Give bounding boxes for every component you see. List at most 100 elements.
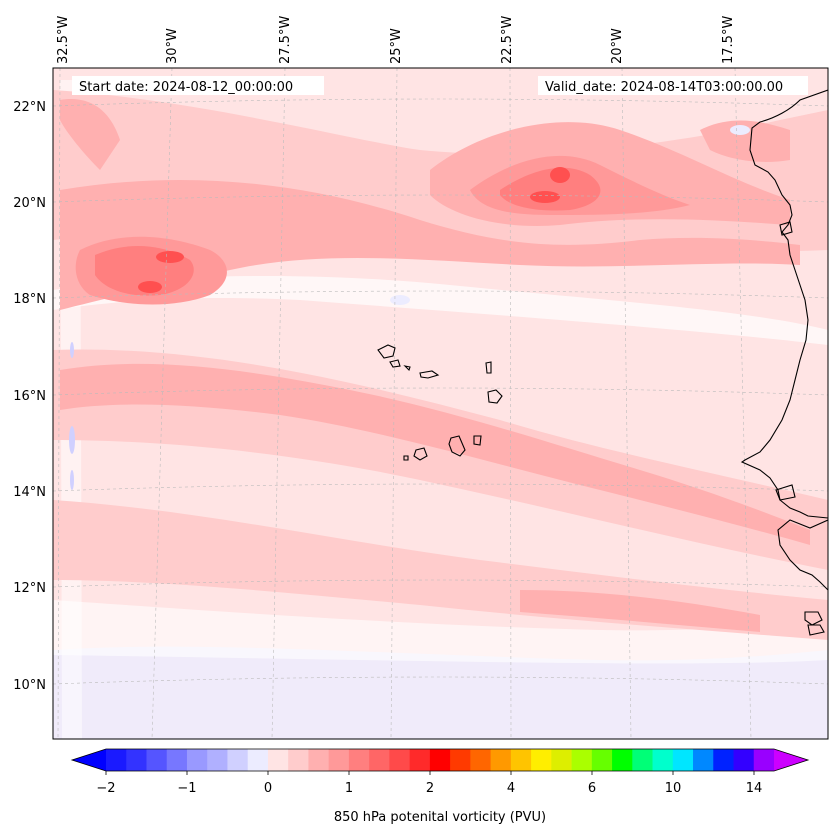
colorbar-segment — [510, 749, 532, 771]
colorbar-segment — [551, 749, 572, 771]
field-neg-blob-5 — [730, 125, 750, 135]
field-medium-ne-blob — [700, 120, 790, 162]
colorbar-segment — [166, 749, 188, 771]
colorbar-segment — [612, 749, 633, 771]
start-date-label: Start date: 2024-08-12_00:00:00 — [79, 80, 293, 95]
colorbar-segment — [632, 749, 653, 771]
colorbar-tick-label: −2 — [96, 781, 115, 796]
island-santiago — [448, 435, 466, 457]
valid-date-label: Valid_date: 2024-08-14T03:00:00.00 — [545, 80, 783, 95]
field-medium-north — [60, 180, 800, 310]
graticule — [53, 68, 828, 739]
colorbar-segment — [571, 749, 593, 771]
lon-label: 32.5°W — [56, 16, 71, 64]
lon-labels: 32.5°W 30°W 27.5°W 25°W 22.5°W 20°W 17.5… — [56, 16, 736, 64]
island-santa-luzia — [403, 365, 411, 372]
gridline-lon-1 — [57, 68, 61, 739]
lat-labels: 22°N 20°N 18°N 16°N 14°N 12°N 10°N — [13, 100, 46, 693]
colorbar: −2 −1 0 1 2 4 6 10 14 850 hPa potenital … — [70, 748, 810, 825]
cape-verde-islands — [377, 344, 503, 461]
gridline-lat-2 — [53, 194, 828, 203]
lat-label: 14°N — [13, 485, 46, 500]
field-medium-nw — [60, 99, 120, 170]
coast-islet-4 — [775, 484, 796, 501]
colorbar-segment — [106, 749, 127, 771]
field-max-east-1 — [530, 191, 560, 203]
field-max-west-2 — [138, 281, 162, 293]
colorbar-tick-label: 1 — [345, 781, 353, 796]
colorbar-segment — [490, 749, 512, 771]
lat-label: 18°N — [13, 292, 46, 307]
colorbar-segment — [591, 749, 613, 771]
colorbar-segment — [126, 749, 147, 771]
colorbar-segment — [409, 749, 431, 771]
lat-label: 10°N — [13, 678, 46, 693]
field-stronger-east — [500, 167, 601, 211]
colorbar-under-arrow — [72, 749, 106, 771]
island-brava — [403, 455, 409, 461]
island-sao-nicolau — [419, 370, 440, 379]
field-neg-blob-3 — [70, 470, 74, 490]
colorbar-segment — [693, 749, 714, 771]
colorbar-segment — [733, 749, 755, 771]
gridline-lon-5 — [509, 68, 512, 739]
field-white-band-18n — [53, 275, 828, 345]
coastlines — [740, 89, 828, 636]
colorbar-segment — [186, 749, 208, 771]
africa-coastline-south — [777, 519, 828, 591]
lat-label: 16°N — [13, 389, 46, 404]
colorbar-tick-label: 0 — [264, 781, 272, 796]
island-fogo — [413, 447, 428, 461]
colorbar-segments — [106, 749, 775, 771]
colorbar-segment — [672, 749, 694, 771]
island-sal — [485, 361, 492, 374]
field-medium-mid — [60, 363, 810, 545]
colorbar-segment — [227, 749, 249, 771]
lon-label: 22.5°W — [500, 16, 515, 64]
colorbar-tick-labels: −2 −1 0 1 2 4 6 10 14 — [96, 781, 762, 796]
colorbar-segment — [429, 749, 451, 771]
gridline-lon-4 — [390, 68, 398, 739]
island-maio — [473, 435, 482, 446]
field-medium-south — [520, 590, 760, 632]
field-max-west-1 — [156, 251, 184, 263]
africa-coastline — [740, 89, 828, 519]
colorbar-tick-label: 14 — [746, 781, 763, 796]
gridline-lon-3 — [271, 68, 286, 739]
colorbar-segment — [348, 749, 370, 771]
field-white-south — [53, 600, 828, 664]
colorbar-segment — [267, 749, 289, 771]
gridline-lon-2 — [151, 68, 173, 739]
lat-label: 12°N — [13, 581, 46, 596]
gridline-lat-7 — [53, 676, 828, 685]
map-frame — [52, 67, 829, 740]
colorbar-tick-label: −1 — [177, 781, 196, 796]
colorbar-segment — [753, 749, 775, 771]
pv-field — [53, 68, 828, 739]
island-santo-antao — [377, 344, 396, 359]
gridline-lon-7 — [734, 68, 752, 739]
field-neg-blob-4 — [390, 295, 410, 305]
coast-islet-3 — [779, 221, 793, 236]
colorbar-segment — [652, 749, 674, 771]
lon-label: 17.5°W — [721, 16, 736, 64]
gridline-lon-6 — [621, 68, 632, 739]
colorbar-tick-label: 2 — [426, 781, 434, 796]
colorbar-segment — [713, 749, 734, 771]
colorbar-tick-label: 4 — [507, 781, 515, 796]
colorbar-segment — [369, 749, 390, 771]
gridline-lat-5 — [53, 483, 828, 492]
gridline-lat-3 — [53, 290, 828, 299]
field-max-east-2 — [550, 167, 570, 183]
colorbar-over-arrow — [774, 749, 808, 771]
valid-date-box — [538, 76, 808, 95]
lon-label: 20°W — [610, 28, 625, 64]
lon-label: 27.5°W — [278, 16, 293, 64]
coast-islet-1 — [804, 611, 823, 626]
lat-label: 20°N — [13, 196, 46, 211]
gridline-lat-1 — [53, 98, 828, 107]
gridline-lat-6 — [53, 579, 828, 588]
colorbar-segment — [389, 749, 411, 771]
lon-label: 25°W — [389, 28, 404, 64]
